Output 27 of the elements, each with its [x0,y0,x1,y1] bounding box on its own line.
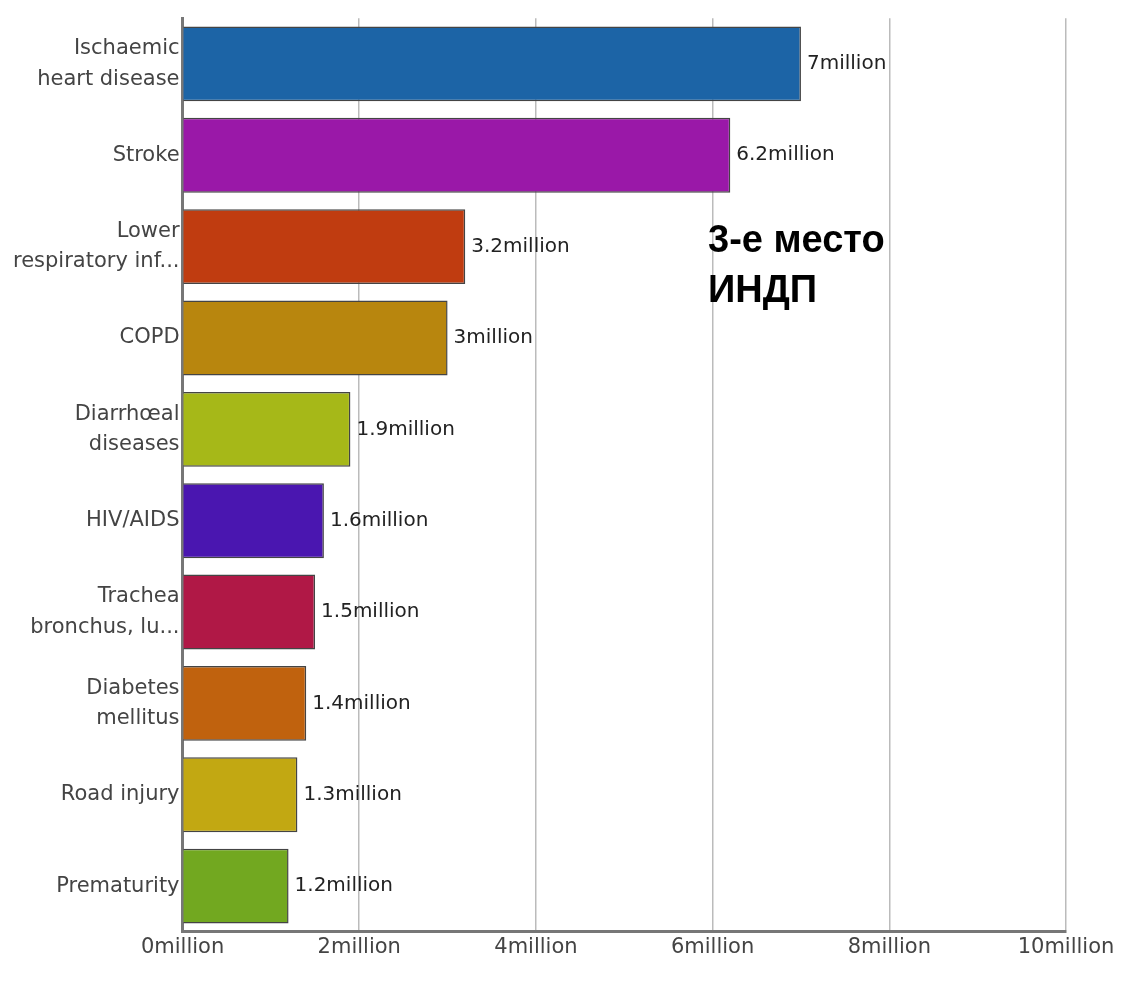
x-tick-label: 8million [847,933,931,958]
y-tick-label: Trachea bronchus, lu... [30,583,180,638]
y-tick-label: Lower respiratory inf... [12,217,180,273]
data-label: 1.4million [312,689,411,714]
y-tick-label: Diarrhœal diseases [74,400,180,456]
y-tick-label: Prematurity [56,872,180,897]
annotation: 3-е место ИНДП [708,218,885,310]
y-tick-label: HIV/AIDS [86,507,180,532]
x-tick-label: 2million [317,933,401,958]
data-label: 7million [806,50,887,75]
data-label: 1.2million [294,872,394,897]
x-tick-label: 10million [1017,933,1115,958]
y-tick-label: Diabetes mellitus [86,674,180,730]
y-tick-label: Ischaemic heart disease [37,35,180,90]
data-label: 3million [453,324,533,349]
x-tick-label: 6million [670,933,755,958]
data-label: 1.5million [321,598,420,623]
y-tick-label: COPD [119,324,180,349]
data-label: 3.2million [471,232,570,257]
data-label: 1.9million [356,415,455,440]
data-label: 6.2million [736,141,835,166]
data-label: 1.6million [329,506,429,531]
x-tick-label: 4million [494,933,578,958]
data-label: 1.3million [303,780,402,805]
y-tick-label: Road injury [60,781,180,806]
x-tick-label: 0million [140,933,225,958]
y-tick-label: Stroke [112,141,180,166]
